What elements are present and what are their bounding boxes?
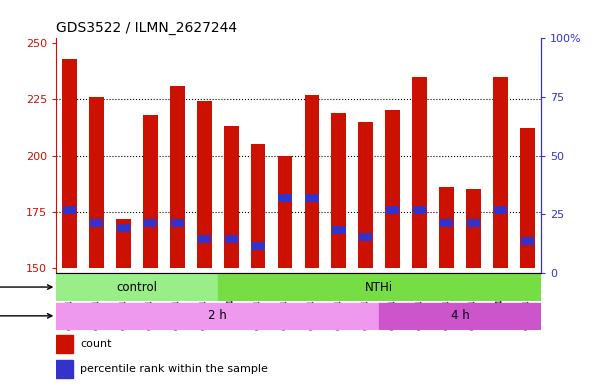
Text: percentile rank within the sample: percentile rank within the sample — [81, 364, 268, 374]
Bar — [143, 115, 158, 268]
Bar — [63, 206, 76, 214]
Bar — [197, 235, 211, 243]
Bar — [279, 194, 291, 202]
Bar — [520, 129, 535, 268]
Bar — [251, 144, 266, 268]
Text: 2 h: 2 h — [208, 310, 227, 322]
Text: control: control — [117, 281, 158, 293]
Bar — [170, 86, 185, 268]
Bar — [359, 122, 373, 268]
Bar — [440, 219, 453, 227]
Bar — [493, 77, 508, 268]
Bar — [56, 360, 73, 378]
Bar — [62, 59, 77, 268]
Bar — [197, 101, 211, 268]
Bar — [413, 206, 426, 214]
Bar — [494, 206, 507, 214]
Bar — [332, 226, 345, 234]
Bar — [116, 218, 131, 268]
Bar — [224, 235, 238, 243]
Bar — [467, 219, 480, 227]
Text: GDS3522 / ILMN_2627244: GDS3522 / ILMN_2627244 — [56, 21, 237, 35]
Bar — [170, 219, 184, 227]
Bar — [379, 303, 541, 329]
Text: agent: agent — [0, 282, 52, 292]
Bar — [117, 223, 130, 232]
Bar — [304, 95, 320, 268]
Bar — [359, 233, 373, 240]
Bar — [466, 189, 481, 268]
Bar — [144, 219, 157, 227]
Bar — [56, 335, 73, 353]
Text: time: time — [0, 311, 52, 321]
Bar — [218, 274, 541, 300]
Bar — [224, 126, 238, 268]
Text: count: count — [81, 339, 112, 349]
Text: NTHi: NTHi — [365, 281, 393, 293]
Bar — [90, 219, 103, 227]
Bar — [521, 237, 534, 245]
Bar — [306, 194, 318, 202]
Text: 4 h: 4 h — [450, 310, 469, 322]
Bar — [252, 242, 265, 250]
Bar — [331, 113, 346, 268]
Bar — [56, 274, 218, 300]
Bar — [89, 97, 104, 268]
Bar — [277, 156, 293, 268]
Bar — [56, 303, 379, 329]
Bar — [412, 77, 427, 268]
Bar — [439, 187, 454, 268]
Bar — [386, 206, 400, 214]
Bar — [386, 111, 400, 268]
